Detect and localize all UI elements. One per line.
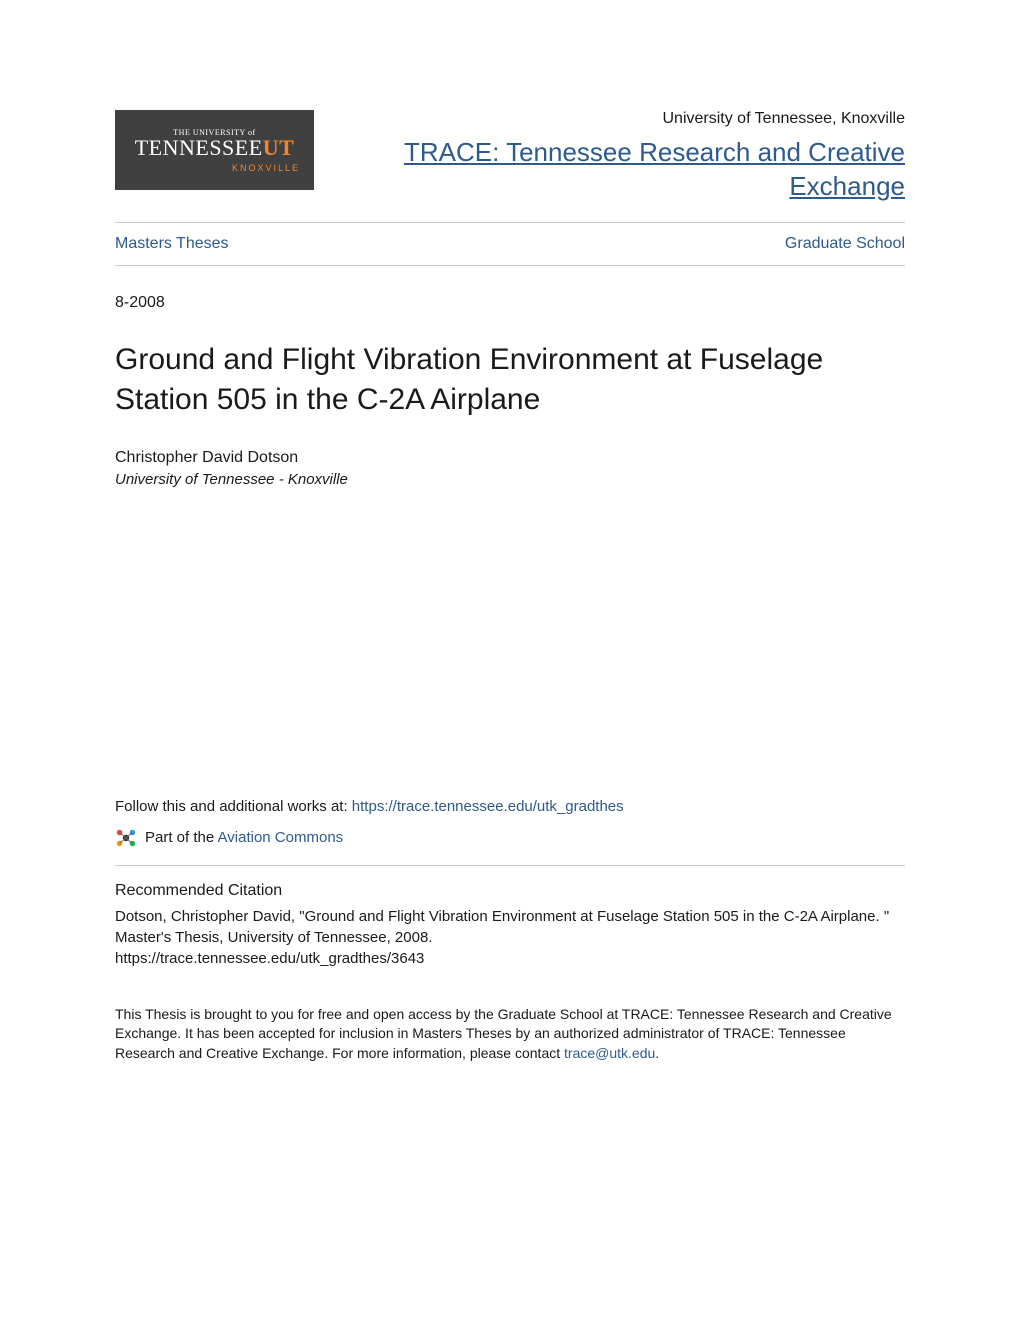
breadcrumb-collection[interactable]: Masters Theses (115, 235, 229, 253)
breadcrumb-school[interactable]: Graduate School (785, 235, 905, 253)
divider-top (115, 222, 905, 223)
repository-link[interactable]: TRACE: Tennessee Research and Creative E… (404, 137, 905, 201)
divider-breadcrumb (115, 265, 905, 266)
follow-line: Follow this and additional works at: htt… (115, 798, 905, 815)
logo-name: TENNESSEE (135, 135, 263, 160)
breadcrumb-nav: Masters Theses Graduate School (115, 235, 905, 253)
follow-prefix: Follow this and additional works at: (115, 798, 352, 815)
author-name: Christopher David Dotson (115, 449, 905, 467)
commons-line: Part of the Aviation Commons (115, 827, 905, 849)
university-name: University of Tennessee, Knoxville (344, 110, 905, 128)
commons-link[interactable]: Aviation Commons (218, 829, 344, 846)
logo-accent-text: UT (263, 135, 295, 160)
footer-suffix: . (655, 1045, 659, 1061)
citation-text: Dotson, Christopher David, "Ground and F… (115, 908, 889, 946)
citation-heading: Recommended Citation (115, 882, 905, 900)
network-icon (115, 827, 137, 849)
commons-text: Part of the Aviation Commons (145, 829, 343, 846)
spacer (115, 488, 905, 798)
citation-url: https://trace.tennessee.edu/utk_gradthes… (115, 950, 424, 967)
citation-body: Dotson, Christopher David, "Ground and F… (115, 906, 905, 969)
logo-main-text: TENNESSEEUT (135, 137, 295, 159)
document-title: Ground and Flight Vibration Environment … (115, 340, 905, 421)
author-affiliation: University of Tennessee - Knoxville (115, 471, 905, 488)
follow-link[interactable]: https://trace.tennessee.edu/utk_gradthes (352, 798, 624, 815)
footer-body: This Thesis is brought to you for free a… (115, 1006, 892, 1061)
divider-commons (115, 865, 905, 866)
university-logo[interactable]: THE UNIVERSITY of TENNESSEEUT KNOXVILLE (115, 110, 314, 190)
page-header: THE UNIVERSITY of TENNESSEEUT KNOXVILLE … (115, 110, 905, 204)
commons-prefix: Part of the (145, 829, 218, 846)
footer-statement: This Thesis is brought to you for free a… (115, 1005, 905, 1064)
header-titles: University of Tennessee, Knoxville TRACE… (344, 110, 905, 204)
publication-date: 8-2008 (115, 294, 905, 312)
contact-email-link[interactable]: trace@utk.edu (564, 1045, 655, 1061)
logo-campus: KNOXVILLE (232, 163, 300, 173)
